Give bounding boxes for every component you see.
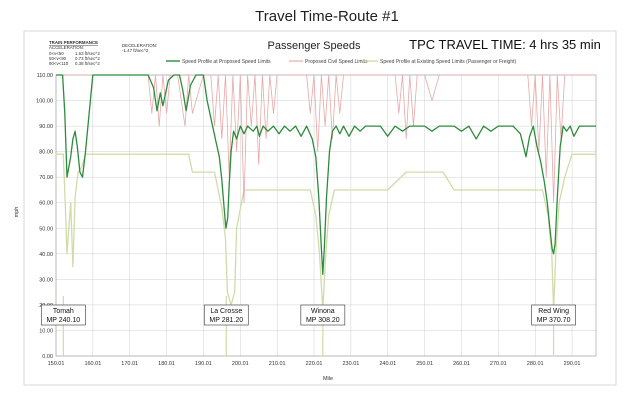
perf-row-value: 0.38 ft/sec^2 <box>75 61 100 66</box>
plot-area-border <box>55 74 597 357</box>
outer-frame <box>23 30 617 386</box>
y-tick-label: 110.00 <box>37 73 53 79</box>
station-milepost: MP 240.10 <box>46 317 80 324</box>
x-axis-ticks: 150.01 160.01 170.01 180.01 190.01 200.01 210.… <box>48 361 581 367</box>
series-existing-profile <box>56 153 596 311</box>
perf-row-value: 1.63 ft/sec^2 <box>75 51 100 56</box>
x-tick-label: 240.01 <box>379 361 396 367</box>
y-tick-label: 40.00 <box>39 252 53 258</box>
perf-row-label: 90<v<110 <box>49 61 69 66</box>
x-tick-label: 200.01 <box>232 361 249 367</box>
perf-decel-value: -1.47 ft/sec^2 <box>122 48 149 53</box>
station-name: Winona <box>311 308 335 315</box>
x-tick-label: 220.01 <box>306 361 323 367</box>
x-tick-label: 290.01 <box>564 361 581 367</box>
chart-subtitle: Passenger Speeds <box>268 40 361 52</box>
x-tick-label: 260.01 <box>453 361 470 367</box>
station-name: Tomah <box>53 308 74 315</box>
civil-limits-line <box>56 74 596 204</box>
station-label-box <box>531 304 576 326</box>
series-civil-limits <box>56 74 596 204</box>
y-tick-label: 100.00 <box>36 99 53 105</box>
perf-heading: TRAIN PERFORMANCE <box>49 40 98 45</box>
station-label-box <box>300 304 346 326</box>
legend-label-existing: Speed Profile at Existing Speed Limits (… <box>380 59 517 65</box>
legend-label-civil: Proposed Civil Speed Limits <box>305 59 368 65</box>
perf-row-label: 50<v<90 <box>49 56 67 61</box>
y-tick-label: 50.00 <box>39 226 53 232</box>
train-performance-box: TRAIN PERFORMANCE ACCELERATION: 0<v<50 1… <box>49 40 157 66</box>
station-milepost: MP 370.70 <box>537 317 571 324</box>
x-tick-label: 250.01 <box>416 361 433 367</box>
legend: Speed Profile at Proposed Speed Limits P… <box>166 59 517 65</box>
x-tick-label: 170.01 <box>121 361 138 367</box>
x-tick-label: 230.01 <box>342 361 359 367</box>
y-tick-label: 10.00 <box>39 328 53 334</box>
existing-profile-line <box>56 153 596 311</box>
y-axis-label: mph <box>14 207 20 218</box>
grid-lines <box>55 74 597 357</box>
y-tick-label: 90.00 <box>39 124 53 130</box>
perf-row-value: 0.73 ft/sec^2 <box>75 56 100 61</box>
perf-row-label: 0<v<50 <box>49 51 64 56</box>
station-milepost: MP 308.20 <box>306 317 340 324</box>
y-tick-label: 70.00 <box>39 175 53 181</box>
station-name: La Crosse <box>210 308 242 315</box>
perf-decel-label: DECELERATION: <box>122 43 157 48</box>
y-tick-label: 0.00 <box>42 354 53 360</box>
x-tick-label: 270.01 <box>490 361 507 367</box>
station-labels: Tomah MP 240.10 La Crosse MP 281.20 Winona MP… <box>41 304 576 326</box>
chart-title: Travel Time-Route #1 <box>255 8 399 25</box>
y-tick-label: 60.00 <box>39 201 53 207</box>
station-name: Red Wing <box>538 308 569 315</box>
x-tick-label: 190.01 <box>195 361 212 367</box>
y-tick-label: 30.00 <box>39 277 53 283</box>
y-tick-label: 80.00 <box>39 150 53 156</box>
station-label-box <box>41 304 86 326</box>
station-label-box <box>203 304 249 326</box>
series-proposed-profile <box>56 74 596 275</box>
tpc-travel-time: TPC TRAVEL TIME: 4 hrs 35 min <box>409 37 601 52</box>
legend-label-proposed: Speed Profile at Proposed Speed Limits <box>182 59 271 65</box>
station-milepost: MP 281.20 <box>209 317 243 324</box>
x-tick-label: 150.01 <box>48 361 65 367</box>
x-axis-label: Mile <box>323 376 333 382</box>
x-tick-label: 180.01 <box>158 361 175 367</box>
x-tick-label: 210.01 <box>269 361 286 367</box>
x-tick-label: 160.01 <box>84 361 101 367</box>
perf-accel-label: ACCELERATION: <box>49 45 84 50</box>
x-tick-label: 280.01 <box>527 361 544 367</box>
proposed-profile-line <box>56 74 596 275</box>
